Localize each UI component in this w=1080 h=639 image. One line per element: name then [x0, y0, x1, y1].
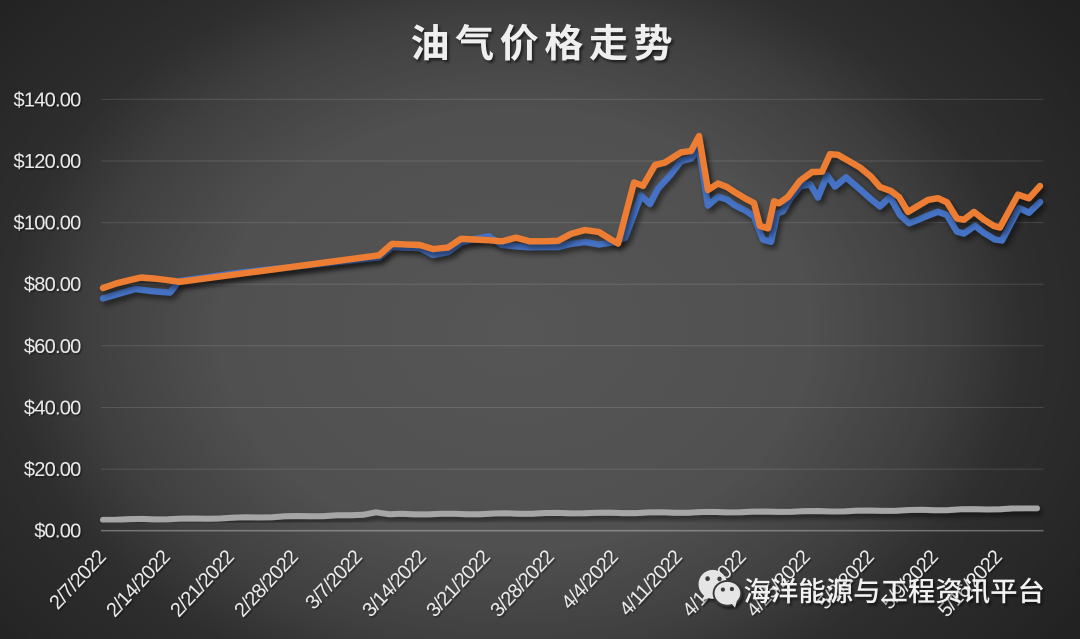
svg-text:$120.00: $120.00 — [13, 151, 81, 173]
svg-text:$20.00: $20.00 — [24, 459, 81, 481]
svg-text:4/4/2022: 4/4/2022 — [557, 546, 623, 614]
svg-text:3/21/2022: 3/21/2022 — [422, 546, 495, 622]
svg-text:4/11/2022: 4/11/2022 — [615, 546, 687, 621]
svg-text:$40.00: $40.00 — [24, 398, 81, 420]
svg-text:$60.00: $60.00 — [24, 336, 81, 358]
svg-text:$140.00: $140.00 — [13, 89, 81, 111]
svg-text:5/9/2022: 5/9/2022 — [877, 546, 943, 614]
svg-text:2/28/2022: 2/28/2022 — [230, 546, 303, 622]
svg-text:2/7/2022: 2/7/2022 — [45, 546, 111, 614]
svg-text:3/28/2022: 3/28/2022 — [486, 546, 559, 622]
svg-text:3/7/2022: 3/7/2022 — [301, 546, 367, 614]
svg-text:$80.00: $80.00 — [24, 274, 81, 296]
svg-text:2/21/2022: 2/21/2022 — [166, 546, 239, 622]
svg-text:$100.00: $100.00 — [13, 213, 81, 235]
svg-text:$0.00: $0.00 — [34, 521, 81, 543]
svg-text:3/14/2022: 3/14/2022 — [358, 546, 431, 622]
svg-text:2/14/2022: 2/14/2022 — [102, 546, 175, 622]
